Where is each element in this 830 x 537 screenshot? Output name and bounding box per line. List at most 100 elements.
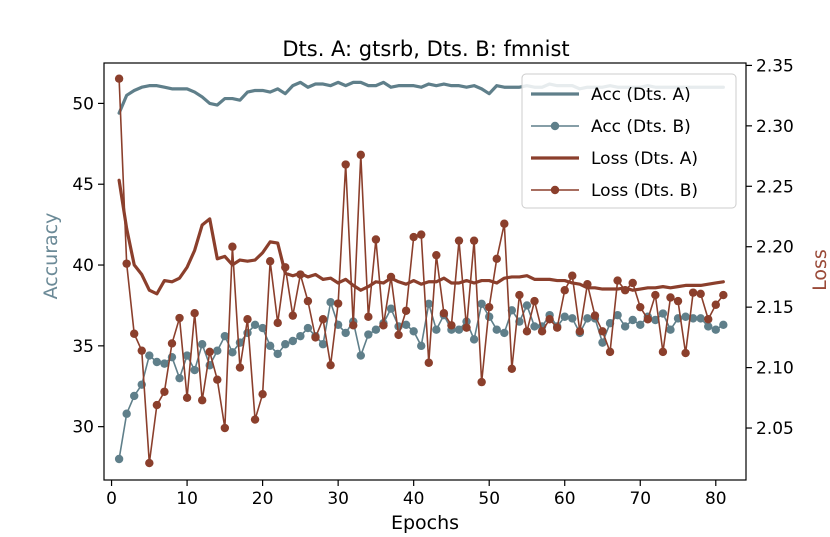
data-point-acc-dts-b (688, 314, 698, 323)
data-point-acc-dts-b (114, 454, 124, 464)
data-point-acc-dts-b (303, 323, 313, 333)
y-right-tick-label: 2.10 (756, 359, 794, 379)
data-point-loss-dts-b (356, 150, 365, 160)
data-point-acc-dts-b (583, 314, 592, 323)
series-loss-dts-b (114, 74, 728, 468)
data-point-acc-dts-b (296, 331, 305, 341)
data-point-loss-dts-b (296, 270, 305, 279)
data-point-loss-dts-b (462, 323, 471, 332)
data-point-loss-dts-b (432, 250, 441, 260)
data-point-loss-dts-b (507, 364, 517, 373)
x-axis-title: Epochs (391, 512, 459, 534)
data-point-loss-dts-b (560, 286, 569, 295)
data-point-loss-dts-b (409, 232, 418, 242)
data-point-acc-dts-b (507, 306, 517, 315)
data-point-acc-dts-b (288, 336, 298, 346)
legend-box (521, 73, 737, 209)
x-tick-label: 40 (403, 489, 425, 509)
legend-label: Loss (Dts. B) (591, 181, 698, 201)
data-point-acc-dts-b (704, 322, 713, 331)
chart-title: Dts. A: gtsrb, Dts. B: fmnist (282, 37, 569, 61)
data-point-loss-dts-b (197, 396, 207, 405)
data-point-acc-dts-b (364, 330, 373, 339)
y-right-tick-label: 2.35 (756, 56, 794, 76)
data-point-loss-dts-b (424, 358, 433, 367)
data-point-loss-dts-b (258, 389, 267, 399)
data-point-loss-dts-b (341, 160, 350, 169)
data-point-acc-dts-b (522, 301, 532, 310)
data-point-acc-dts-b (424, 299, 433, 309)
data-point-acc-dts-b (477, 299, 486, 309)
y-left-tick-label: 35 (72, 337, 94, 357)
data-point-acc-dts-b (197, 340, 207, 349)
data-point-loss-dts-b (719, 290, 728, 300)
data-point-acc-dts-b (500, 328, 509, 338)
data-point-loss-dts-b (311, 333, 320, 342)
legend-item-loss-dts-b: Loss (Dts. B) (531, 181, 698, 201)
data-point-loss-dts-b (288, 311, 298, 320)
data-point-loss-dts-b (447, 321, 456, 330)
data-point-acc-dts-b (152, 357, 162, 367)
x-tick-label: 80 (705, 489, 727, 509)
data-point-acc-dts-b (220, 331, 230, 341)
y-left-tick-label: 40 (72, 256, 94, 276)
data-point-acc-dts-b (598, 338, 607, 347)
data-point-loss-dts-b (303, 296, 313, 306)
x-tick-label: 0 (106, 489, 117, 509)
data-point-loss-dts-b (477, 377, 486, 387)
data-point-loss-dts-b (175, 313, 184, 323)
data-point-loss-dts-b (364, 312, 373, 322)
data-point-acc-dts-b (175, 373, 184, 383)
data-point-loss-dts-b (515, 290, 524, 300)
data-point-loss-dts-b (250, 415, 260, 424)
data-point-acc-dts-b (228, 348, 237, 357)
data-point-loss-dts-b (666, 293, 675, 302)
data-point-loss-dts-b (439, 309, 449, 318)
data-point-acc-dts-b (409, 327, 418, 336)
data-point-loss-dts-b (598, 327, 607, 336)
data-point-acc-dts-b (250, 320, 260, 330)
data-point-acc-dts-b (145, 351, 154, 360)
data-point-loss-dts-b (213, 375, 222, 384)
data-point-loss-dts-b (401, 306, 411, 315)
data-point-acc-dts-b (265, 341, 275, 351)
plot-frame (103, 62, 747, 481)
y-right-tick-label: 2.30 (756, 117, 794, 137)
legend-marker (550, 185, 560, 195)
data-point-loss-dts-b (537, 327, 547, 336)
data-point-loss-dts-b (371, 235, 381, 244)
legend-marker (550, 121, 560, 131)
data-point-acc-dts-b (213, 346, 222, 355)
data-point-loss-dts-b (590, 311, 600, 320)
y-right-tick-label: 2.15 (756, 298, 794, 318)
data-point-loss-dts-b (243, 315, 252, 324)
data-point-loss-dts-b (265, 257, 275, 266)
data-point-acc-dts-b (371, 325, 381, 334)
data-point-loss-dts-b (613, 276, 622, 285)
y-axis-title-left: Accuracy (40, 213, 62, 300)
legend-item-acc-dts-b: Acc (Dts. B) (531, 117, 691, 137)
data-point-loss-dts-b (696, 289, 705, 299)
data-point-loss-dts-b (500, 219, 509, 228)
data-point-loss-dts-b (605, 347, 615, 357)
data-point-acc-dts-b (636, 320, 645, 330)
data-point-acc-dts-b (560, 312, 569, 321)
data-point-acc-dts-b (273, 349, 282, 359)
data-point-acc-dts-b (130, 391, 139, 401)
data-point-loss-dts-b (281, 263, 290, 272)
data-point-loss-dts-b (182, 393, 192, 403)
x-tick-label: 10 (176, 489, 198, 509)
data-point-acc-dts-b (651, 315, 660, 325)
data-point-acc-dts-b (122, 409, 131, 418)
data-point-loss-dts-b (417, 230, 426, 239)
y-right-tick-label: 2.20 (756, 238, 794, 258)
data-point-acc-dts-b (485, 312, 494, 321)
legend-item-acc-dts-a: Acc (Dts. A) (531, 85, 691, 105)
data-point-acc-dts-b (454, 325, 464, 334)
data-point-loss-dts-b (704, 315, 713, 324)
data-point-acc-dts-b (696, 314, 705, 323)
data-point-acc-dts-b (658, 309, 668, 318)
data-point-acc-dts-b (386, 304, 396, 313)
data-point-loss-dts-b (545, 315, 554, 324)
data-point-loss-dts-b (160, 387, 169, 396)
